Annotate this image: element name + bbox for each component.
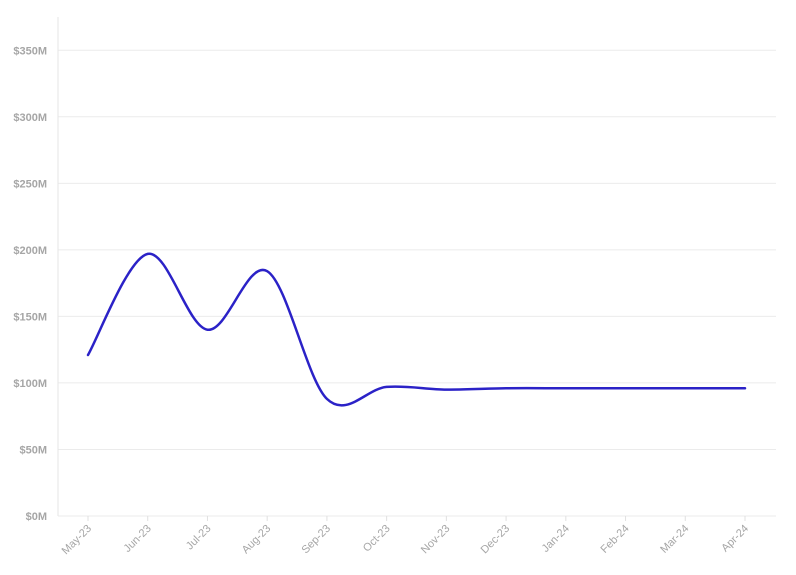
y-tick-label: $350M [13,45,47,57]
x-tick-label: Jul-23 [184,523,214,553]
x-tick-label: Mar-24 [658,523,691,556]
x-tick-label: Nov-23 [419,523,453,557]
y-tick-label: $50M [19,444,47,456]
y-tick-label: $200M [13,245,47,257]
y-tick-label: $300M [13,112,47,124]
y-axis-ticks: $0M $50M $100M $150M $200M $250M $300M $350M [13,45,47,523]
series-layer [86,252,747,407]
series-line [86,252,747,407]
x-tick-label: Sep-23 [299,523,333,557]
x-tick-label: Aug-23 [240,523,274,557]
y-tick-label: $250M [13,178,47,190]
y-tick-label: $0M [26,511,47,523]
y-tick-label: $100M [13,378,47,390]
x-tick-label: Jun-23 [122,523,154,555]
y-tick-label: $150M [13,311,47,323]
x-tick-label: Oct-23 [361,523,393,555]
x-tick-label: Jan-24 [540,523,572,555]
x-tick-label: Feb-24 [599,523,632,556]
x-tick-label: Apr-24 [719,523,751,555]
x-tick-label: Dec-23 [479,523,513,557]
x-tick-label: May-23 [60,523,94,557]
x-axis-ticks: May-23 Jun-23 Jul-23 Aug-23 Sep-23 Oct-23 Nov-… [60,516,751,557]
gridlines [58,49,776,517]
